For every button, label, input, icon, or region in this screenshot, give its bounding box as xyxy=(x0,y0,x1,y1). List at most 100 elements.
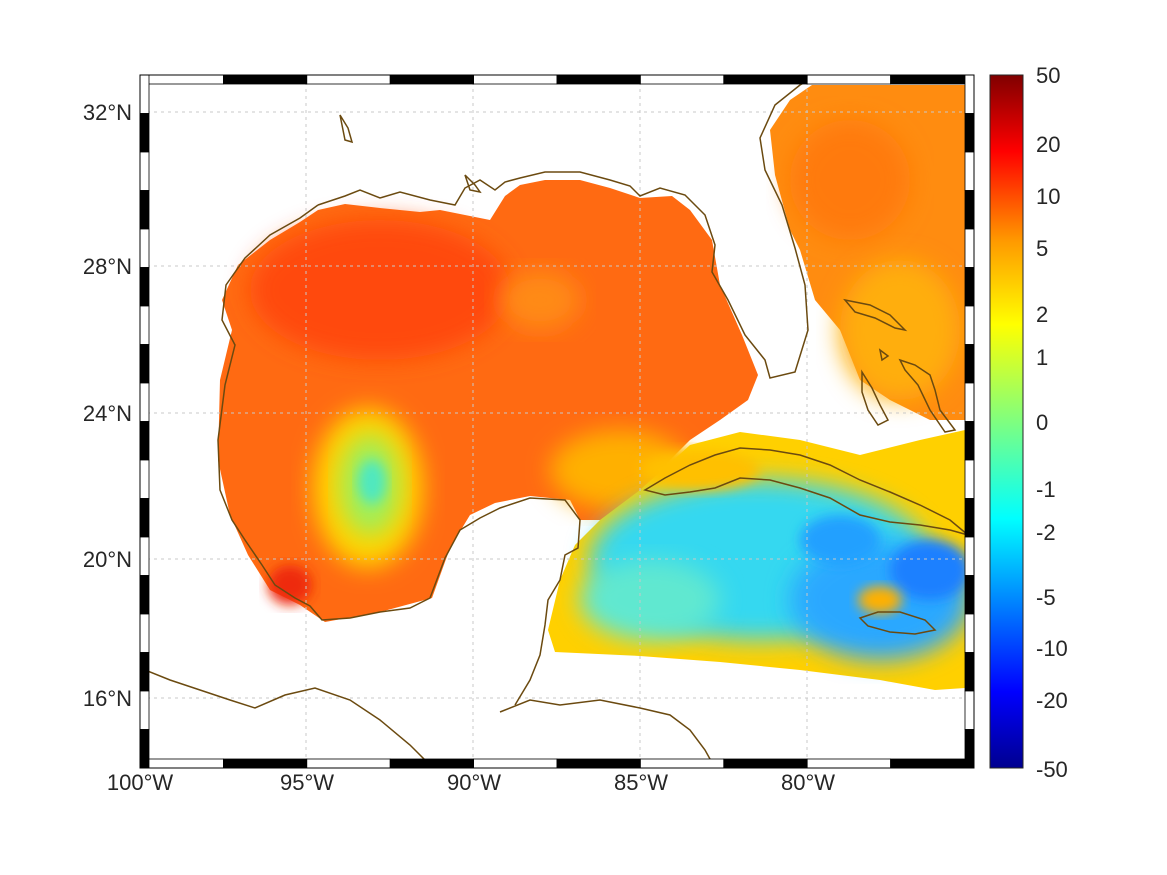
coastlines xyxy=(140,75,969,768)
frame-segment xyxy=(139,113,150,153)
frame-segment xyxy=(964,344,975,384)
cb-tick: -50 xyxy=(1036,757,1068,782)
frame-segment xyxy=(222,74,308,85)
lat-label-28n: 28°N xyxy=(83,254,132,279)
frame-segment xyxy=(139,498,150,538)
frame-segment xyxy=(964,498,975,538)
lat-label-16n: 16°N xyxy=(83,686,132,711)
frame-segment xyxy=(964,613,975,653)
cb-tick: 2 xyxy=(1036,302,1048,327)
frame-segment xyxy=(556,758,641,769)
frame-segment xyxy=(964,690,975,730)
frame-segment xyxy=(964,382,975,422)
cb-tick: -5 xyxy=(1036,585,1056,610)
frame-segment xyxy=(139,421,150,461)
gulf-data-field xyxy=(218,180,758,622)
longitude-labels: 100°W 95°W 90°W 85°W 80°W xyxy=(107,770,835,795)
cb-tick: 1 xyxy=(1036,345,1048,370)
map-frame xyxy=(139,74,975,769)
lon-label-100w: 100°W xyxy=(107,770,174,795)
frame-segment xyxy=(640,74,725,85)
bay-islands xyxy=(339,114,482,194)
frame-outline xyxy=(139,74,975,769)
frame-segment xyxy=(139,151,150,191)
frame-segment xyxy=(964,421,975,461)
cb-tick: 0 xyxy=(1036,410,1048,435)
frame-segment xyxy=(139,613,150,653)
lon-label-85w: 85°W xyxy=(614,770,668,795)
cb-tick: -2 xyxy=(1036,520,1056,545)
frame-segment xyxy=(139,228,150,268)
frame-segment xyxy=(640,758,725,769)
frame-segment xyxy=(389,74,475,85)
frame-segment xyxy=(139,536,150,576)
frame-segment xyxy=(964,113,975,153)
frame-segment xyxy=(964,536,975,576)
lat-label-20n: 20°N xyxy=(83,547,132,572)
frame-segment xyxy=(139,652,150,692)
central-america-coast xyxy=(140,667,431,766)
honduras-coast xyxy=(499,699,716,768)
frame-segment xyxy=(964,74,975,114)
texas-mexico-coast xyxy=(217,204,581,706)
frame-segment xyxy=(890,74,975,85)
lon-label-90w: 90°W xyxy=(447,770,501,795)
frame-segment xyxy=(723,74,808,85)
cb-tick: 5 xyxy=(1036,236,1048,261)
colorbar-ticks: 50 20 10 5 2 1 0 -1 -2 -5 -10 -20 -50 xyxy=(1036,63,1068,782)
frame-segment xyxy=(139,459,150,499)
frame-segment xyxy=(139,190,150,230)
frame-segment xyxy=(964,228,975,268)
frame-segment xyxy=(139,758,224,769)
frame-segment xyxy=(964,305,975,345)
map-plot-area xyxy=(140,75,974,768)
frame-segment xyxy=(139,305,150,345)
warm-anomaly-west xyxy=(250,220,510,360)
frame-segment xyxy=(964,190,975,230)
lat-label-32n: 32°N xyxy=(83,100,132,125)
frame-segment xyxy=(806,74,892,85)
frame-segment xyxy=(306,758,391,769)
frame-segment xyxy=(139,74,150,114)
atlantic-data-field xyxy=(770,85,965,420)
frame-segment xyxy=(964,652,975,692)
frame-segment xyxy=(964,267,975,307)
latitude-labels: 32°N 28°N 24°N 20°N 16°N xyxy=(83,100,132,711)
frame-segment xyxy=(806,758,892,769)
frame-segment xyxy=(139,382,150,422)
us-gulf-coast xyxy=(317,75,819,379)
jamaica-coast xyxy=(858,611,937,635)
caribbean-data-field xyxy=(548,430,970,690)
frame-segment xyxy=(306,74,391,85)
frame-segment xyxy=(723,758,808,769)
bahamas-islands xyxy=(843,298,957,433)
cb-tick: 10 xyxy=(1036,184,1060,209)
frame-segment xyxy=(139,729,150,769)
cb-tick: -10 xyxy=(1036,636,1068,661)
cb-tick: -1 xyxy=(1036,477,1056,502)
frame-segment xyxy=(473,74,558,85)
cb-tick: 50 xyxy=(1036,63,1060,88)
frame-segment xyxy=(964,575,975,615)
frame-segment xyxy=(222,758,308,769)
bahamas-andros xyxy=(861,369,890,426)
frame-segment xyxy=(139,74,224,85)
frame-segment xyxy=(964,151,975,191)
frame-segment xyxy=(556,74,641,85)
frame-segment xyxy=(389,758,475,769)
lon-label-95w: 95°W xyxy=(280,770,334,795)
cb-tick: 20 xyxy=(1036,132,1060,157)
lat-label-24n: 24°N xyxy=(83,401,132,426)
lon-label-80w: 80°W xyxy=(781,770,835,795)
frame-segment xyxy=(890,758,975,769)
frame-segment xyxy=(139,575,150,615)
colorbar: 50 20 10 5 2 1 0 -1 -2 -5 -10 -20 -50 xyxy=(989,63,1068,782)
cb-tick: -20 xyxy=(1036,688,1068,713)
grid-lines xyxy=(140,75,974,768)
frame-segment xyxy=(473,758,558,769)
frame-segment xyxy=(964,459,975,499)
frame-segment xyxy=(139,267,150,307)
colorbar-gradient xyxy=(989,74,1024,769)
frame-segment xyxy=(139,690,150,730)
